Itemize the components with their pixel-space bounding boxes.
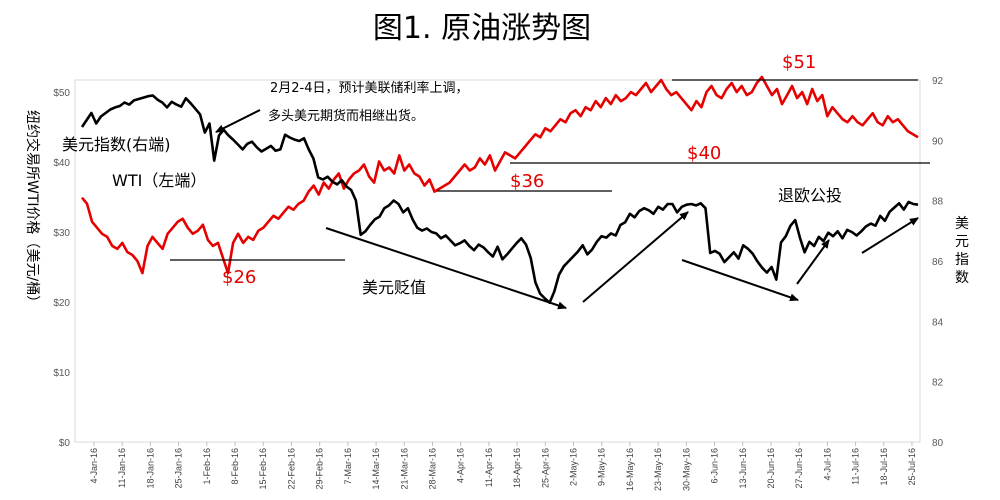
label-usd-index: 美元指数(右端)	[62, 135, 171, 154]
x-axis-ticks: 4-Jan-16 11-Jan-16 18-Jan-16 25-Jan-16 1-Feb…	[89, 442, 917, 491]
level-label-26: $26	[222, 267, 256, 288]
left-tick-label: $50	[53, 88, 70, 99]
arrow-recovery-1	[582, 211, 689, 303]
x-tick-label: 6-Jun-16	[710, 448, 720, 484]
x-tick-label: 11-Apr-16	[484, 448, 494, 487]
x-tick-label: 23-May-16	[653, 448, 663, 491]
x-tick-label: 25-Apr-16	[540, 448, 550, 488]
label-brexit-vote: 退欧公投	[778, 186, 842, 205]
x-tick-label: 4-Jan-16	[89, 448, 99, 484]
arrow-depreciation-2	[681, 259, 799, 302]
x-tick-label: 14-Mar-16	[371, 448, 381, 490]
x-tick-label: 29-Feb-16	[315, 448, 325, 490]
chart-title: 图1. 原油涨势图	[373, 11, 591, 46]
x-tick-label: 9-May-16	[597, 448, 607, 486]
x-tick-label: 21-Mar-16	[399, 448, 409, 490]
x-tick-label: 20-Jun-16	[766, 448, 776, 489]
x-tick-label: 7-Mar-16	[343, 448, 353, 485]
x-tick-label: 8-Feb-16	[230, 448, 240, 485]
left-tick-label: $40	[53, 158, 70, 169]
right-tick-label: 84	[932, 317, 944, 328]
x-tick-label: 2-May-16	[569, 448, 579, 486]
left-tick-label: $0	[59, 438, 71, 449]
x-tick-label: 22-Feb-16	[286, 448, 296, 490]
level-label-36: $36	[510, 171, 544, 192]
x-tick-label: 27-Jun-16	[794, 448, 804, 489]
right-axis-label-char: 美	[955, 216, 969, 232]
x-tick-label: 25-Jan-16	[174, 448, 184, 489]
left-tick-label: $10	[53, 368, 70, 379]
arrow-recovery-2	[796, 239, 830, 285]
x-tick-label: 30-May-16	[681, 448, 691, 491]
left-axis-ticks: $0 $10 $20 $30 $40 $50	[53, 88, 70, 449]
x-tick-label: 4-Apr-16	[456, 448, 466, 483]
x-tick-label: 25-Jul-16	[907, 448, 917, 486]
series-line-wti	[80, 94, 919, 304]
right-axis-label-char: 数	[955, 270, 969, 286]
right-tick-label: 80	[932, 438, 944, 449]
right-tick-label: 82	[932, 378, 944, 389]
left-axis-label: 纽约交易所WTI价格（美元/桶）	[24, 110, 41, 309]
right-tick-label: 90	[932, 136, 944, 147]
x-tick-label: 15-Feb-16	[258, 448, 268, 490]
x-tick-label: 18-Jan-16	[145, 448, 155, 489]
x-tick-label: 1-Feb-16	[202, 448, 212, 485]
x-tick-label: 11-Jul-16	[851, 448, 861, 485]
x-tick-label: 4-Jul-16	[822, 448, 832, 481]
annotation-note-line1: 2月2-4日，预计美联储利率上调，	[270, 80, 469, 96]
label-wti: WTI（左端）	[112, 171, 206, 190]
right-axis-label: 美元指数	[955, 216, 969, 286]
right-tick-label: 86	[932, 257, 944, 268]
right-axis-label-char: 指	[955, 252, 969, 268]
label-usd-depreciation: 美元贬值	[362, 278, 426, 297]
annotation-note-line2: 多头美元期货而相继出货。	[268, 108, 424, 124]
left-tick-label: $30	[53, 228, 70, 239]
x-tick-label: 18-Apr-16	[512, 448, 522, 488]
left-tick-label: $20	[53, 298, 70, 309]
level-label-40: $40	[687, 143, 721, 164]
arrow-recovery-3	[861, 217, 919, 254]
right-tick-label: 88	[932, 197, 944, 208]
arrow-note	[215, 109, 261, 133]
series-line-usd-index	[81, 75, 919, 275]
level-label-51: $51	[782, 52, 816, 73]
x-tick-label: 13-Jun-16	[738, 448, 748, 489]
right-axis-label-char: 元	[955, 234, 969, 250]
right-axis-ticks: 80 82 84 86 88 90 92	[932, 76, 944, 449]
x-tick-label: 16-May-16	[625, 448, 635, 491]
arrow-depreciation-1	[325, 227, 567, 310]
right-tick-label: 92	[932, 76, 944, 87]
x-tick-label: 11-Jan-16	[117, 448, 127, 488]
plot-frame	[74, 79, 921, 443]
x-tick-label: 18-Jul-16	[879, 448, 889, 486]
x-tick-label: 28-Mar-16	[427, 448, 437, 490]
